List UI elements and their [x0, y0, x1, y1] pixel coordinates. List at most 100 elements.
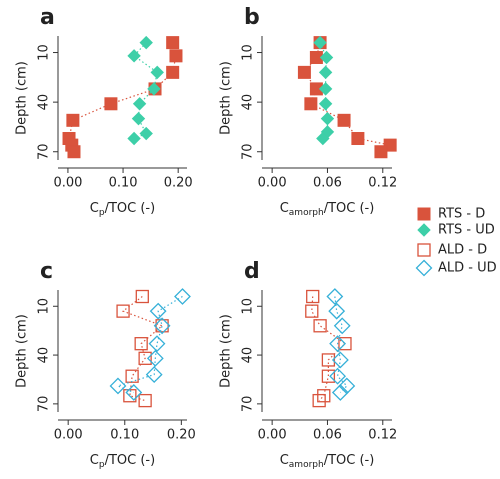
point	[321, 369, 336, 383]
point	[148, 335, 166, 353]
point	[155, 319, 169, 333]
x-tick-label: 0.10	[110, 428, 139, 443]
x-label-main: C	[280, 453, 289, 468]
y-axis-label: Depth (cm)	[15, 61, 30, 135]
point	[135, 289, 149, 304]
point	[305, 304, 319, 318]
point	[127, 49, 141, 63]
point	[318, 82, 333, 96]
series-line	[68, 42, 177, 152]
point	[166, 65, 180, 79]
y-tick-label: 40	[37, 347, 52, 364]
point	[116, 304, 130, 318]
point	[146, 349, 164, 367]
point	[329, 367, 347, 385]
point	[139, 35, 153, 50]
x-tick-label: 0.10	[109, 176, 138, 191]
point	[313, 35, 327, 50]
point	[316, 131, 330, 146]
point	[297, 65, 311, 79]
y-tick-label: 40	[37, 94, 52, 111]
series-line	[311, 296, 346, 402]
x-tick-label: 0.06	[313, 428, 342, 443]
y-tick-label: 70	[37, 396, 52, 413]
y-tick-label: 70	[241, 396, 256, 413]
x-tick-label: 0.20	[164, 176, 193, 191]
point	[174, 288, 191, 305]
point	[66, 113, 80, 127]
x-label-rest: /TOC (-)	[324, 201, 375, 216]
point	[313, 319, 327, 333]
legend-label: ALD - D	[438, 243, 487, 258]
panel-letter: c	[40, 259, 53, 284]
point	[131, 111, 146, 126]
y-tick-label: 10	[241, 44, 256, 61]
y-tick-label: 40	[241, 94, 256, 111]
point	[150, 65, 164, 80]
point	[337, 113, 351, 127]
x-tick-label: 0.20	[167, 428, 196, 443]
panel-letter: d	[244, 259, 260, 284]
point	[138, 351, 152, 365]
point	[320, 111, 335, 126]
x-label-rest: /TOC (-)	[105, 201, 156, 216]
y-axis-label: Depth (cm)	[219, 314, 234, 388]
series-line	[121, 296, 164, 402]
point	[132, 97, 147, 111]
x-axis-label: Cp/TOC (-)	[90, 201, 155, 218]
x-label-main: C	[90, 201, 99, 216]
y-tick-label: 70	[241, 143, 256, 160]
series-line	[303, 42, 392, 153]
point	[319, 50, 334, 65]
legend-marker	[417, 243, 431, 257]
point	[331, 384, 349, 401]
series-line	[334, 296, 348, 393]
x-axis-label: Camorph/TOC (-)	[280, 453, 375, 470]
point	[125, 369, 139, 383]
y-tick-label: 70	[37, 143, 52, 160]
point	[321, 353, 336, 367]
point	[149, 302, 167, 320]
point	[134, 337, 148, 351]
y-axis-label: Depth (cm)	[15, 314, 30, 388]
x-tick-label: 0.00	[53, 176, 82, 191]
legend-marker	[417, 223, 431, 237]
y-tick-label: 10	[37, 298, 52, 315]
point	[166, 36, 180, 50]
x-label-rest: /TOC (-)	[105, 453, 156, 468]
point	[145, 366, 163, 384]
point	[318, 65, 333, 80]
point	[326, 288, 344, 305]
legend-marker	[417, 207, 431, 221]
point	[104, 97, 118, 111]
x-label-rest: /TOC (-)	[324, 453, 375, 468]
point	[67, 145, 81, 159]
point	[317, 389, 331, 403]
point	[338, 337, 352, 351]
legend-label: ALD - UD	[438, 261, 497, 276]
point	[329, 335, 347, 353]
x-label-sub: p	[99, 208, 105, 218]
point	[351, 132, 365, 146]
x-label-main: C	[90, 453, 99, 468]
point	[169, 49, 183, 63]
point	[312, 393, 326, 408]
y-tick-label: 40	[241, 347, 256, 364]
x-tick-label: 0.00	[258, 176, 287, 191]
point	[127, 131, 141, 146]
point	[374, 145, 388, 159]
legend-label: RTS - UD	[438, 223, 495, 238]
point	[153, 317, 171, 335]
point	[147, 82, 161, 96]
point	[304, 97, 318, 111]
panel-letter: a	[40, 5, 55, 30]
x-label-sub: p	[99, 460, 105, 470]
x-label-sub: amorph	[289, 208, 324, 218]
point	[139, 126, 153, 141]
x-axis-label: Cp/TOC (-)	[90, 453, 155, 470]
y-tick-label: 10	[241, 298, 256, 315]
x-label-sub: amorph	[289, 460, 324, 470]
point	[125, 384, 143, 401]
point	[331, 351, 349, 369]
